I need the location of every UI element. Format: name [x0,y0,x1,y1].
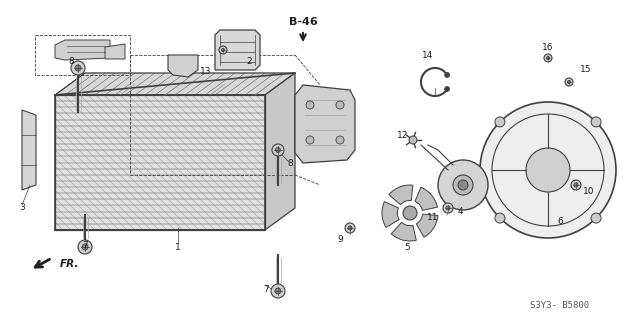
Wedge shape [415,187,437,210]
Circle shape [82,244,88,250]
Text: 13: 13 [200,68,211,77]
Circle shape [547,56,550,60]
Text: 8: 8 [68,57,74,66]
Wedge shape [391,222,416,241]
Text: FR.: FR. [60,259,79,269]
Circle shape [271,284,285,298]
Text: 6: 6 [557,218,563,226]
Circle shape [571,180,581,190]
Circle shape [591,117,601,127]
Polygon shape [265,73,295,230]
Circle shape [526,148,570,192]
Circle shape [409,136,417,144]
Wedge shape [389,185,413,205]
Text: 16: 16 [542,42,554,51]
Text: 4: 4 [458,207,463,217]
Circle shape [275,147,280,152]
Text: 2: 2 [246,57,252,66]
Circle shape [336,136,344,144]
Text: 3: 3 [19,204,25,212]
Circle shape [443,203,453,213]
Text: 12: 12 [397,130,408,139]
Text: 7: 7 [82,241,88,249]
Text: 5: 5 [404,243,410,253]
Circle shape [438,160,488,210]
Text: 1: 1 [175,243,181,253]
Circle shape [345,223,355,233]
Circle shape [445,72,450,78]
Circle shape [446,206,450,210]
Circle shape [275,288,281,294]
Circle shape [348,226,352,230]
Text: 9: 9 [337,235,343,244]
Text: 8: 8 [287,160,292,168]
Polygon shape [55,73,295,95]
Circle shape [272,144,284,156]
Circle shape [306,136,314,144]
Circle shape [568,80,570,84]
Polygon shape [55,40,110,60]
Circle shape [336,101,344,109]
Polygon shape [295,85,355,163]
Circle shape [75,65,81,71]
Text: 7: 7 [263,285,269,293]
Text: S3Y3- B5800: S3Y3- B5800 [530,300,589,309]
Polygon shape [168,55,198,77]
Bar [35,35,130,75]
Polygon shape [105,44,125,59]
Circle shape [306,101,314,109]
Circle shape [591,213,601,223]
Text: 10: 10 [583,188,595,197]
Circle shape [221,48,225,51]
Polygon shape [55,95,265,230]
Wedge shape [382,202,399,227]
Circle shape [71,61,85,75]
Circle shape [458,180,468,190]
Circle shape [480,102,616,238]
Text: 11: 11 [426,213,438,222]
Polygon shape [22,110,36,190]
Text: B-46: B-46 [289,17,317,27]
Circle shape [219,46,227,54]
Circle shape [544,54,552,62]
Circle shape [565,78,573,86]
Circle shape [78,240,92,254]
Circle shape [403,206,417,220]
Circle shape [453,175,473,195]
Polygon shape [215,30,260,70]
Circle shape [574,183,578,187]
Text: 15: 15 [580,65,591,75]
Wedge shape [416,214,438,237]
Text: 14: 14 [422,50,434,60]
Circle shape [495,213,505,223]
Circle shape [495,117,505,127]
Circle shape [445,86,450,92]
